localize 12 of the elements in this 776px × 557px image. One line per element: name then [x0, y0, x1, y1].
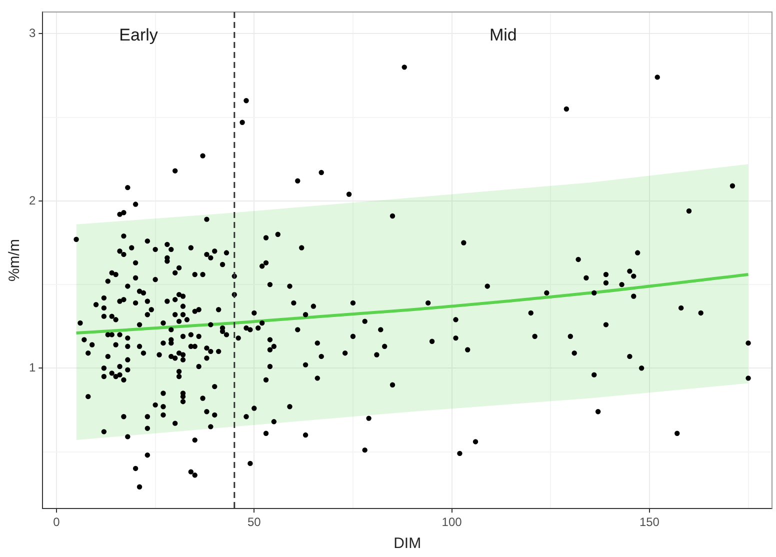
y-tick-label: 3: [28, 26, 36, 40]
y-tick-label: 1: [28, 360, 36, 374]
x-tick-label: 50: [247, 515, 262, 530]
y-axis-title: %m/m: [6, 239, 24, 282]
x-tick-label: 150: [639, 515, 660, 530]
annotation: Early: [119, 26, 158, 45]
line-series: [74, 273, 750, 335]
x-tick-label: 0: [53, 515, 60, 530]
x-axis-title: DIM: [394, 535, 422, 552]
x-tick-label: 100: [442, 515, 462, 530]
annotation: Mid: [489, 26, 517, 45]
y-tick-label: 2: [28, 193, 36, 208]
